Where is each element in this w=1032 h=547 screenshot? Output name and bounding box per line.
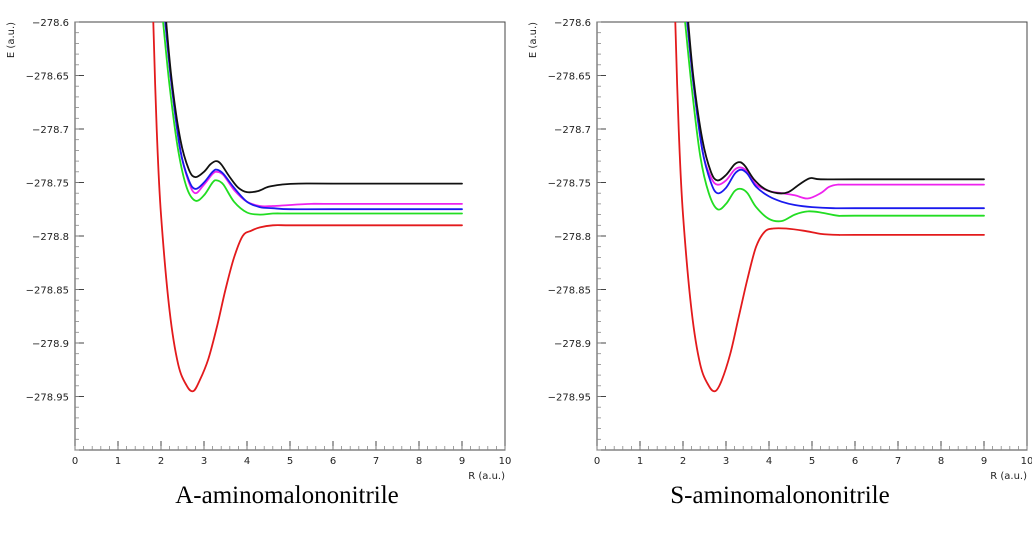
x-tick-label: 9 — [981, 456, 987, 467]
series-line — [164, 22, 463, 211]
x-tick-label: 6 — [852, 456, 858, 467]
x-tick-label: 8 — [416, 456, 422, 467]
y-tick-label: −278.6 — [32, 18, 69, 29]
x-tick-label: 1 — [637, 456, 643, 467]
y-tick-label: −278.95 — [26, 393, 69, 404]
y-tick-label: −278.95 — [548, 393, 591, 404]
plot-frame — [596, 21, 1028, 451]
plot-frame — [74, 21, 506, 451]
x-tick-label: 4 — [766, 456, 772, 467]
y-axis-label: E (a.u.) — [528, 22, 539, 58]
x-tick-label: 7 — [895, 456, 901, 467]
series-line — [674, 22, 985, 393]
y-tick-label: −278.75 — [26, 179, 69, 190]
x-axis-label: R (a.u.) — [468, 471, 505, 482]
x-tick-label: 4 — [244, 456, 250, 467]
x-tick-label: 2 — [680, 456, 686, 467]
x-axis-label: R (a.u.) — [990, 471, 1027, 482]
y-axis-label: E (a.u.) — [6, 22, 17, 58]
x-tick-label: 6 — [330, 456, 336, 467]
chart-a-caption: A-aminomalononitrile — [175, 482, 399, 509]
series-line — [684, 22, 985, 223]
chart-panel-s: 0 1 2 3 4 5 6 7 8 9 10 −278.6 −278.65 −278.7 −278.75 −2… — [516, 0, 1032, 547]
x-tick-label: 8 — [938, 456, 944, 467]
series-line — [164, 22, 463, 208]
series-line — [687, 22, 985, 195]
chart-panel-a: 0 1 2 3 4 5 6 7 8 9 10 −278.6 −278.65 −278.7 −278.75 −2… — [6, 18, 512, 509]
x-tick-label: 1 — [115, 456, 121, 467]
y-tick-label: −278.85 — [26, 286, 69, 297]
series-line — [162, 22, 463, 216]
y-tick-label: −278.65 — [26, 72, 69, 83]
chart-a-plot: 0 1 2 3 4 5 6 7 8 9 10 −278.6 −278.65 −278.7 −278.75 −2… — [6, 18, 512, 482]
series-line — [152, 22, 463, 393]
x-tick-label: 10 — [1021, 456, 1032, 467]
y-tick-label: −278.9 — [32, 339, 69, 350]
x-tick-label: 3 — [201, 456, 207, 467]
x-tick-label: 2 — [158, 456, 164, 467]
y-tick-label: −278.85 — [548, 286, 591, 297]
y-tick-label: −278.9 — [554, 339, 591, 350]
x-tick-label: 0 — [594, 456, 600, 467]
x-tick-label: 0 — [72, 456, 78, 467]
y-tick-label: −278.8 — [32, 232, 69, 243]
x-tick-label: 7 — [373, 456, 379, 467]
y-tick-label: −278.7 — [554, 125, 591, 136]
series-line — [686, 22, 985, 210]
y-tick-label: −278.65 — [548, 72, 591, 83]
chart-s-caption: S-aminomalononitrile — [670, 482, 890, 509]
y-tick-label: −278.6 — [554, 18, 591, 29]
series-line — [686, 22, 985, 200]
y-tick-label: −278.8 — [554, 232, 591, 243]
x-tick-label: 5 — [809, 456, 815, 467]
x-tick-label: 9 — [459, 456, 465, 467]
y-tick-label: −278.7 — [32, 125, 69, 136]
x-tick-label: 10 — [499, 456, 512, 467]
x-tick-label: 5 — [287, 456, 293, 467]
chart-s-plot: 0 1 2 3 4 5 6 7 8 9 10 −278.6 −278.65 −278.7 −278.75 −2… — [528, 18, 1032, 482]
x-tick-label: 3 — [723, 456, 729, 467]
y-tick-label: −278.75 — [548, 179, 591, 190]
series-line — [165, 22, 463, 194]
